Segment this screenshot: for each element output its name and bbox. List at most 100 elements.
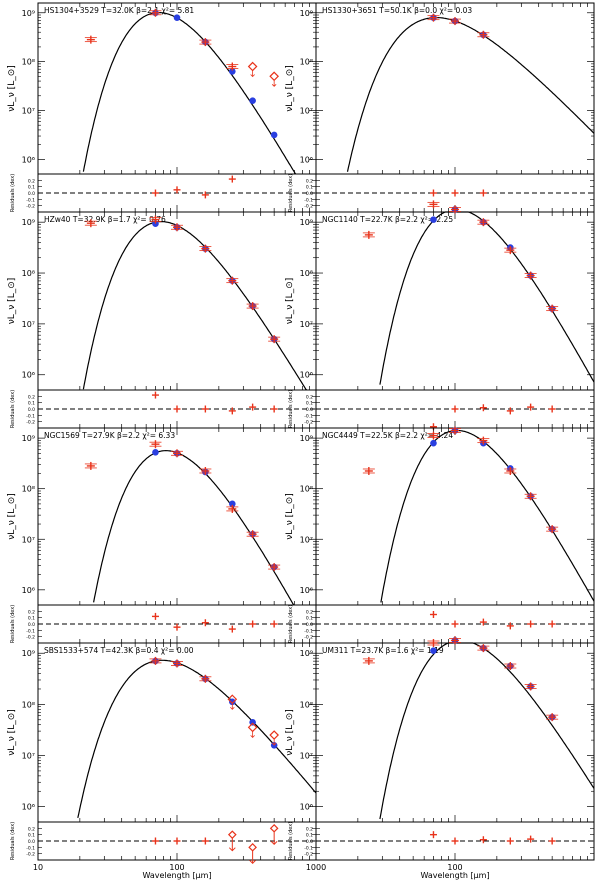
observed-point — [84, 461, 97, 470]
panel-header: SBS1533+574 T=42.3K β=0.4 χ²= 0.00 — [44, 646, 194, 655]
residual-point — [173, 186, 181, 194]
y-axis-title: νL_ν [L_⊙] — [7, 709, 17, 756]
residual-axis-title: Residuals (dex) — [288, 174, 294, 212]
residual-point — [228, 175, 236, 183]
residual-point — [173, 405, 181, 413]
residual-tick-label: 0.0 — [28, 191, 35, 197]
residual-point — [527, 403, 535, 411]
model-point — [430, 647, 437, 654]
observed-point — [449, 17, 461, 26]
panel-frame — [315, 427, 595, 606]
observed-point — [504, 466, 517, 475]
residual-tick-label: -0.2 — [26, 204, 35, 210]
observed-point — [199, 674, 212, 683]
y-tick-label: 10⁷ — [22, 752, 35, 761]
sed-panel-hs1304+3529: 10⁶ 10⁷ 10⁸ 10⁹ νL_ν [L_⊙] Residuals (dex) 0.2… — [7, 2, 317, 213]
model-point — [229, 68, 236, 75]
model-curve — [82, 221, 308, 391]
residual-tick-label: -0.1 — [304, 628, 313, 634]
observed-point — [524, 682, 537, 691]
residual-tick-label: 0.2 — [306, 609, 313, 615]
y-tick-label: 10⁷ — [300, 106, 313, 115]
residual-upper-limit — [269, 823, 279, 846]
observed-point — [477, 644, 490, 653]
y-axis-title: νL_ν [L_⊙] — [7, 65, 17, 112]
observed-point — [449, 636, 461, 645]
residual-point — [201, 405, 209, 413]
residual-tick-label: 0.2 — [306, 826, 313, 832]
observed-point — [427, 431, 440, 440]
residual-tick-label: -0.2 — [304, 204, 313, 210]
y-tick-label: 10⁸ — [22, 700, 35, 709]
residual-point — [527, 620, 535, 628]
residual-tick-label: 0.0 — [306, 839, 313, 845]
residual-point — [479, 404, 487, 412]
y-tick-label: 10⁹ — [300, 9, 313, 18]
observed-point — [226, 504, 239, 513]
sed-panel-ngc1140: 10⁶ 10⁷ 10⁸ 10⁹ νL_ν [L_⊙] Residuals (dex) 0.2… — [285, 200, 595, 431]
y-tick-label: 10⁸ — [300, 269, 313, 278]
residual-point — [451, 620, 459, 628]
model-point — [249, 97, 256, 105]
residual-point — [173, 623, 181, 631]
panel-header: NGC1140 T=22.7K β=2.2 χ²= 2.25 — [322, 215, 453, 224]
residual-point — [228, 625, 236, 633]
observed-point — [546, 304, 559, 313]
sed-panel-sbs1533+574: 10⁶ 10⁷ 10⁸ 10⁹ νL_ν [L_⊙] Residuals (dex) 0.2… — [7, 642, 317, 865]
residual-point — [151, 837, 159, 845]
observed-point — [246, 302, 259, 311]
observed-point — [477, 30, 490, 39]
residual-tick-label: 0.1 — [306, 616, 313, 622]
y-tick-label: 10⁷ — [300, 752, 313, 761]
observed-point — [171, 659, 183, 668]
residual-tick-label: 0.2 — [306, 178, 313, 184]
y-tick-label: 10⁹ — [22, 649, 35, 658]
model-point — [249, 718, 256, 726]
y-tick-label: 10⁷ — [22, 535, 35, 544]
residual-tick-label: 0.2 — [306, 394, 313, 400]
model-curve — [77, 659, 317, 819]
y-axis-title: νL_ν [L_⊙] — [285, 493, 295, 540]
residual-axis-title: Residuals (dex) — [10, 822, 16, 860]
residual-point — [151, 391, 159, 399]
residual-tick-label: 0.1 — [28, 401, 35, 407]
residual-axis-title: Residuals (dex) — [10, 605, 16, 643]
residual-tick-label: -0.1 — [26, 628, 35, 634]
panel-frame — [37, 642, 317, 823]
residual-tick-label: 0.0 — [306, 407, 313, 413]
observed-point — [449, 426, 461, 435]
observed-point — [226, 62, 239, 71]
y-tick-label: 10⁹ — [22, 218, 35, 227]
observed-point — [477, 436, 490, 445]
y-tick-label: 10⁷ — [300, 535, 313, 544]
y-tick-label: 10⁷ — [22, 106, 35, 115]
upper-limit — [227, 694, 238, 710]
model-curve — [346, 17, 595, 172]
panel-frame — [315, 642, 595, 823]
observed-point — [524, 492, 537, 501]
observed-point — [149, 656, 162, 665]
y-axis-title: νL_ν [L_⊙] — [285, 65, 295, 112]
sed-panel-um311: 10⁶ 10⁷ 10⁸ 10⁹ νL_ν [L_⊙] Residuals (dex) 0.2… — [285, 636, 595, 861]
upper-limit — [269, 730, 280, 746]
x-tick-100-left: 100 — [169, 863, 184, 872]
y-tick-label: 10⁶ — [300, 586, 313, 595]
y-axis-title: νL_ν [L_⊙] — [285, 278, 295, 325]
residual-upper-limit — [248, 842, 257, 865]
observed-point — [199, 466, 212, 475]
observed-point — [504, 246, 517, 255]
y-tick-label: 10⁸ — [22, 485, 35, 494]
residual-upper-limit — [227, 830, 237, 852]
y-tick-label: 10⁶ — [22, 803, 35, 812]
residual-point — [429, 189, 437, 197]
residual-tick-label: 0.1 — [28, 185, 35, 191]
upper-limit — [247, 722, 258, 738]
model-curve — [82, 12, 297, 175]
residual-tick-label: 0.1 — [306, 401, 313, 407]
y-tick-label: 10⁸ — [300, 58, 313, 67]
residual-point — [429, 831, 437, 839]
residual-point — [479, 618, 487, 626]
residual-tick-label: 0.1 — [28, 616, 35, 622]
residual-tick-label: 0.1 — [306, 185, 313, 191]
